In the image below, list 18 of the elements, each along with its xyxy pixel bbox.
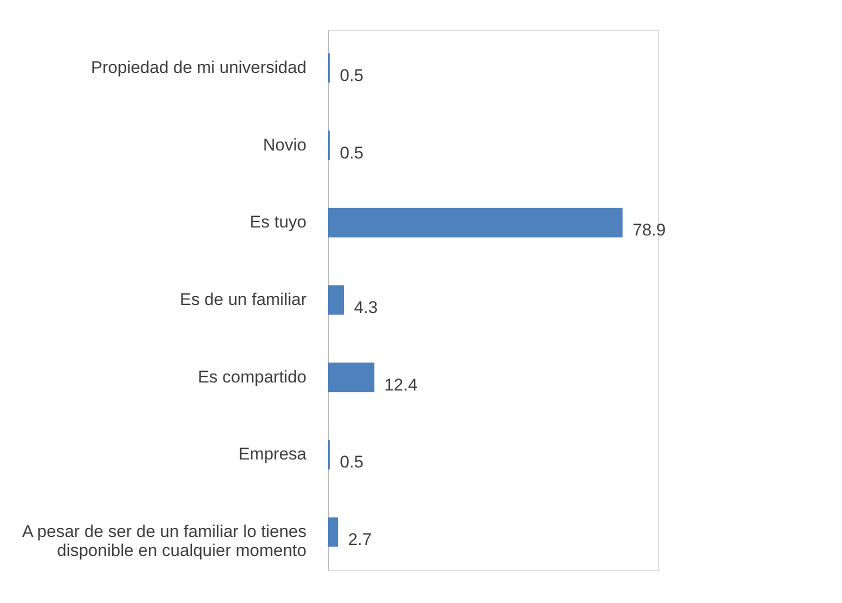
bar xyxy=(328,517,338,547)
bar xyxy=(328,362,374,392)
y-tick-label: Es tuyo xyxy=(250,212,306,232)
y-tick-label: Novio xyxy=(263,135,306,154)
y-tick-label: Empresa xyxy=(238,444,308,464)
data-label: 0.5 xyxy=(340,452,364,472)
bar xyxy=(328,285,344,315)
y-tick-label: A pesar de ser de un familiar lo tienes disponible en cualquier momento xyxy=(22,522,306,560)
data-label: 0.5 xyxy=(340,66,364,85)
y-tick-label: Es de un familiar xyxy=(180,290,307,309)
bar xyxy=(328,208,623,238)
data-label: 4.3 xyxy=(354,298,378,317)
data-label: 78.9 xyxy=(632,220,666,240)
y-tick-label: Propiedad de mi universidad xyxy=(91,58,306,77)
y-tick-label: Es compartido xyxy=(198,367,306,386)
data-label: 2.7 xyxy=(348,530,372,550)
data-label: 12.4 xyxy=(384,375,418,394)
data-label: 0.5 xyxy=(340,143,364,162)
